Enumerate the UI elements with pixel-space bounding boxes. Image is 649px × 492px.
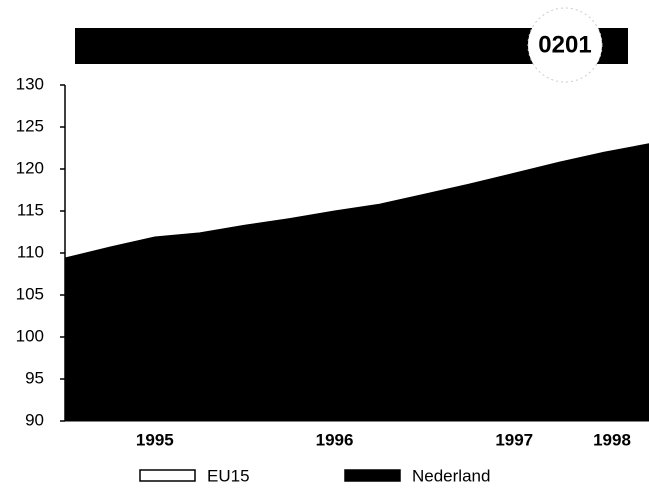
y-tick-label: 100 <box>16 326 44 345</box>
y-tick-label: 125 <box>16 116 44 135</box>
legend-swatch <box>344 469 401 482</box>
y-tick-label: 130 <box>16 74 44 93</box>
x-tick-label: 1998 <box>593 430 631 449</box>
y-tick-label: 120 <box>16 158 44 177</box>
legend-label: Nederland <box>412 466 490 485</box>
y-tick-label: 110 <box>17 242 44 261</box>
badge-text: 0201 <box>538 31 591 58</box>
y-tick-label: 95 <box>25 368 44 387</box>
x-tick-label: 1997 <box>495 430 533 449</box>
badge-circle <box>527 7 603 83</box>
legend-swatch <box>139 469 196 482</box>
x-tick-label: 1995 <box>136 430 174 449</box>
y-tick-label: 90 <box>25 410 44 429</box>
y-tick-label: 105 <box>16 284 44 303</box>
legend-label: EU15 <box>207 466 250 485</box>
y-tick-label: 115 <box>17 200 44 219</box>
x-tick-label: 1996 <box>316 430 354 449</box>
area <box>64 143 649 422</box>
